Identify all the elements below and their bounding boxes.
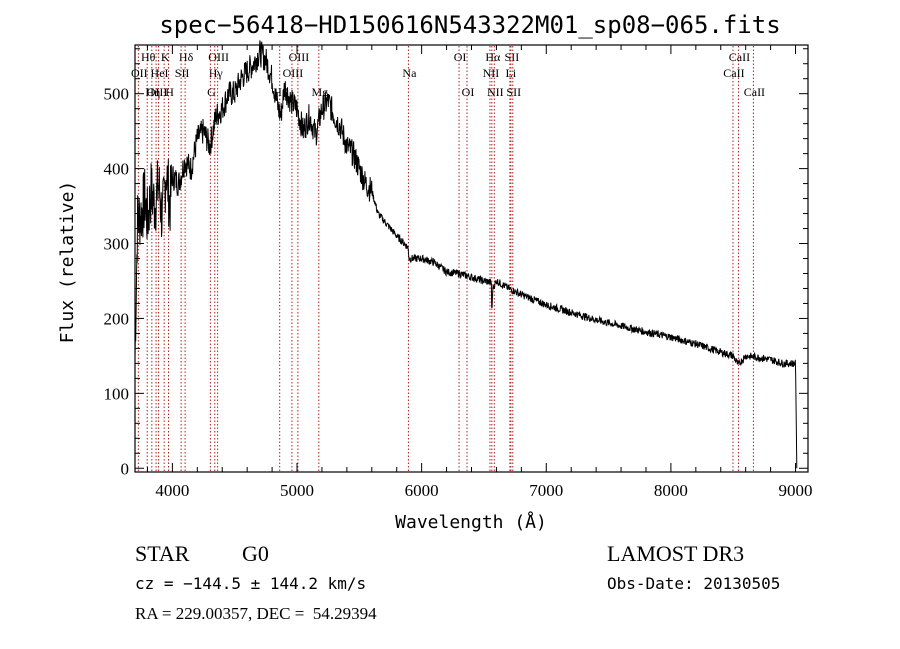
y-tick-label: 300 (104, 235, 130, 254)
survey-name: LAMOST DR3 (607, 541, 745, 566)
spectral-line-label: SII (505, 50, 520, 64)
spectral-line-label: Hδ (179, 50, 194, 64)
x-tick-label: 7000 (529, 481, 563, 500)
spectral-line-label: OIII (208, 50, 229, 64)
spectrum-series-layer (134, 40, 798, 469)
spectral-line-label: Mg (311, 85, 328, 99)
spectral-line-label: NII (483, 66, 500, 80)
y-axis-label: Flux (relative) (57, 181, 78, 344)
spectral-line-label: Li (506, 66, 517, 80)
redshift-text: cz = −144.5 ± 144.2 km/s (135, 574, 367, 593)
spectral-line-label: HeI (151, 66, 169, 80)
spectral-line-label: CaII (723, 66, 744, 80)
y-tick-label: 0 (121, 459, 130, 478)
spectral-line-label: OIII (289, 50, 310, 64)
spectral-line-label: H (165, 85, 174, 99)
spectral-line-label: Na (402, 66, 417, 80)
spectral-line-label: Hα (485, 50, 501, 64)
object-class: STAR (135, 541, 190, 566)
spectral-line-label: SII (506, 85, 521, 99)
x-tick-label: 9000 (779, 481, 813, 500)
obs-date: Obs-Date: 20130505 (607, 574, 781, 593)
spectral-line-label: Hγ (209, 66, 224, 80)
spectral-line-label: SII (175, 66, 190, 80)
x-tick-label: 8000 (654, 481, 688, 500)
spectral-line-label: Hθ (141, 50, 156, 64)
spectral-line-label: Hη (145, 85, 160, 99)
spectral-line-label: K (161, 50, 170, 64)
spectral-line-label: CaII (744, 85, 765, 99)
spectral-line-label: CaII (729, 50, 750, 64)
plot-frame (134, 44, 809, 473)
y-tick-label: 500 (104, 85, 130, 104)
x-axis-label: Wavelength (Å) (395, 511, 547, 533)
chart-title: spec−56418−HD150616N543322M01_sp08−065.f… (159, 11, 780, 39)
x-tick-label: 6000 (405, 481, 439, 500)
spectral-line-label: NII (487, 85, 504, 99)
spectral-line-label: G (207, 85, 216, 99)
spectral-line-label: OI (462, 85, 475, 99)
axis-ticks-layer: 4000 5000 6000 7000 8000 9000 0 100 200 300 400 500 (104, 45, 813, 500)
spectral-line-label: OIII (283, 66, 304, 80)
y-tick-label: 200 (104, 309, 130, 328)
spectrum-series-line (134, 40, 798, 469)
spectral-line-label: OII (131, 66, 148, 80)
y-tick-label: 100 (104, 384, 130, 403)
x-tick-label: 5000 (280, 481, 314, 500)
spectral-line-label: OI (454, 50, 467, 64)
coordinates-text: RA = 229.00357, DEC = 54.29394 (135, 604, 377, 623)
y-tick-label: 400 (104, 160, 130, 179)
x-tick-label: 4000 (155, 481, 189, 500)
object-subclass: G0 (242, 541, 269, 566)
